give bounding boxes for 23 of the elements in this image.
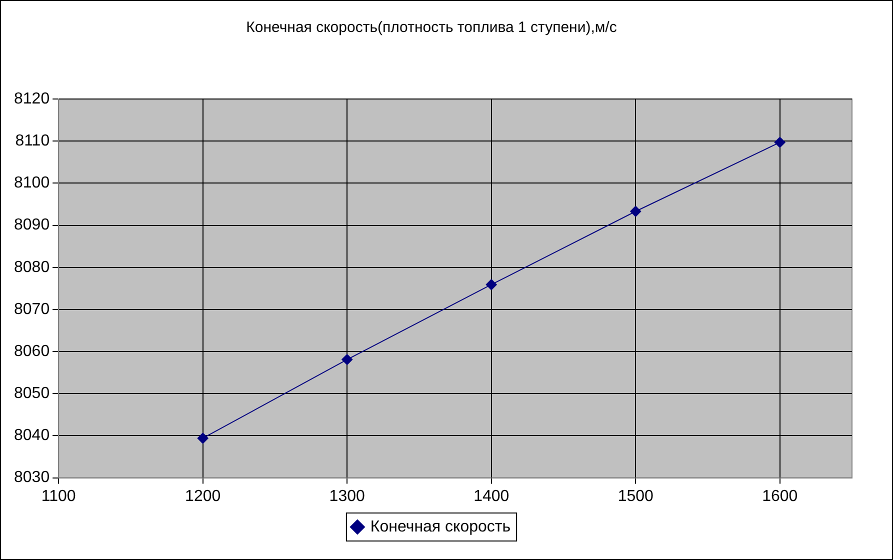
y-tick-label: 8040 bbox=[14, 427, 50, 444]
y-tick-label: 8080 bbox=[14, 258, 50, 276]
x-tick-label: 1600 bbox=[762, 488, 798, 505]
point bbox=[197, 432, 208, 444]
chart-title: Конечная скорость(плотность топлива 1 ступени),м/с bbox=[246, 19, 618, 36]
y-tick-label: 8070 bbox=[14, 300, 50, 318]
y-tick-label: 8060 bbox=[14, 342, 50, 360]
y-tick-label: 8090 bbox=[14, 216, 50, 234]
legend-label: Конечная скорость bbox=[370, 518, 511, 536]
point bbox=[486, 279, 497, 290]
point bbox=[342, 354, 353, 366]
y-tick-label: 8120 bbox=[14, 90, 50, 108]
point bbox=[774, 136, 786, 148]
x-tick-label: 1400 bbox=[474, 488, 510, 505]
x-tick-label: 1100 bbox=[41, 488, 76, 505]
x-tick-label: 1300 bbox=[329, 488, 366, 505]
point bbox=[630, 206, 642, 217]
x-tick-label: 1500 bbox=[618, 488, 654, 505]
x-tick-label: 1200 bbox=[185, 488, 221, 505]
y-tick-label: 8030 bbox=[14, 469, 50, 486]
y-tick-label: 8050 bbox=[14, 385, 50, 402]
y-tick-label: 8110 bbox=[15, 132, 50, 150]
y-tick-label: 8100 bbox=[14, 174, 50, 192]
